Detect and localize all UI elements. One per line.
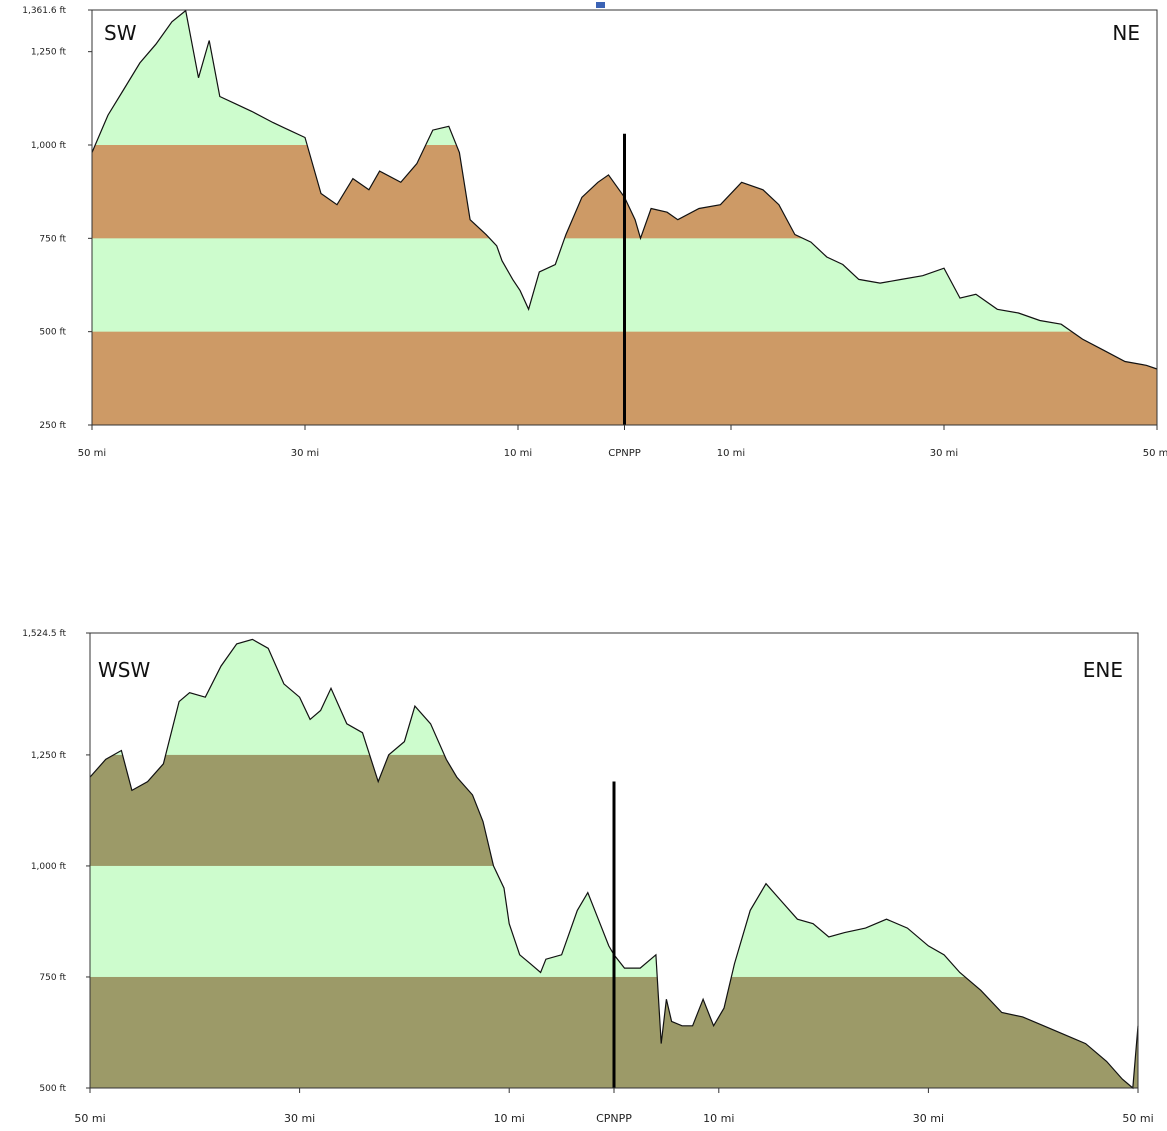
y-tick-label: 1,524.5 ft [22, 629, 66, 639]
terrain-area [90, 639, 1138, 1088]
terrain-outline [89, 638, 1139, 1090]
y-axis-ticks: 1,524.5 ft 1,250 ft 1,000 ft 750 ft 500 ft [22, 629, 90, 1094]
x-tick-label: 50 mi [78, 448, 106, 459]
x-tick-label: 30 mi [930, 448, 958, 459]
x-tick-label: 50 mi [74, 1112, 105, 1125]
y-tick-label: 1,361.6 ft [22, 6, 66, 16]
y-tick-label: 1,000 ft [31, 862, 67, 872]
terrain-outline [91, 9, 1158, 370]
x-tick-label: 50 mi [1143, 448, 1167, 459]
y-tick-label: 500 ft [39, 328, 66, 338]
x-tick-label: 10 mi [717, 448, 745, 459]
x-tick-label: 50 mi [1122, 1112, 1153, 1125]
x-tick-label: 10 mi [504, 448, 532, 459]
y-tick-label: 500 ft [39, 1084, 66, 1094]
x-tick-label: 30 mi [291, 448, 319, 459]
x-tick-label: 10 mi [703, 1112, 734, 1125]
y-tick-label: 1,250 ft [31, 48, 67, 58]
left-direction-label: WSW [98, 658, 150, 682]
left-direction-label: SW [104, 21, 137, 45]
x-tick-label: 10 mi [494, 1112, 525, 1125]
x-axis-ticks: 50 mi 30 mi 10 mi CPNPP 10 mi 30 mi 50 mi [74, 1088, 1154, 1125]
x-tick-label: 30 mi [284, 1112, 315, 1125]
y-axis-ticks: 1,361.6 ft 1,250 ft 1,000 ft 750 ft 500 ft 25… [22, 6, 92, 431]
x-tick-label: CPNPP [596, 1112, 632, 1125]
right-direction-label: NE [1112, 21, 1140, 45]
x-axis-ticks: 50 mi 30 mi 10 mi CPNPP 10 mi 30 mi 50 mi [78, 425, 1167, 459]
y-tick-label: 750 ft [39, 973, 66, 983]
selection-handle-icon[interactable] [596, 2, 605, 8]
y-tick-label: 750 ft [39, 234, 66, 244]
y-tick-label: 250 ft [39, 421, 66, 431]
y-tick-label: 1,000 ft [31, 141, 67, 151]
right-direction-label: ENE [1083, 658, 1123, 682]
x-tick-label: 30 mi [913, 1112, 944, 1125]
y-tick-label: 1,250 ft [31, 751, 67, 761]
x-tick-label: CPNPP [608, 448, 641, 459]
profile-chart-wsw-ene: 1,524.5 ft 1,250 ft 1,000 ft 750 ft 500 ft 5… [22, 629, 1153, 1125]
